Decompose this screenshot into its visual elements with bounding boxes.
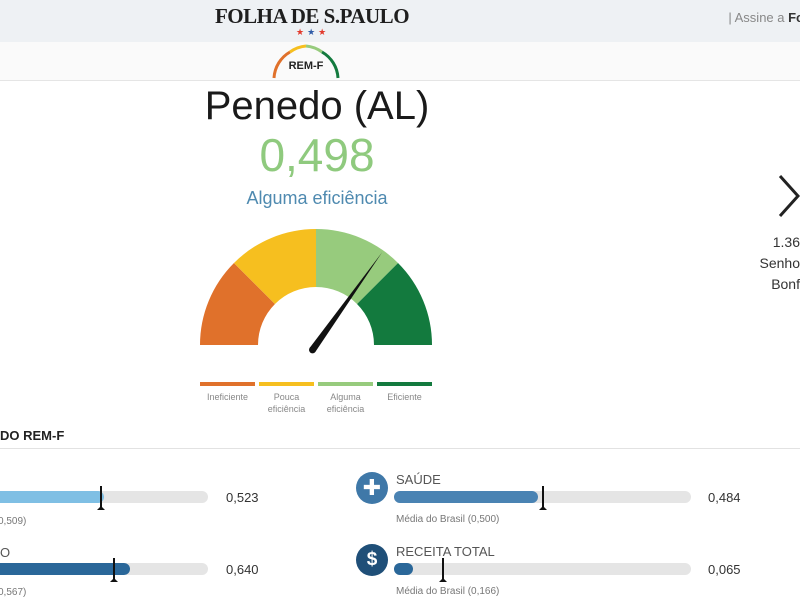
next-city-link[interactable]: 1.36 Senho Bonf	[740, 232, 800, 295]
section-divider	[0, 448, 800, 449]
gauge-arcs	[200, 229, 432, 345]
metric-avg-2: Média do Brasil (0,500)	[396, 514, 500, 525]
logo-stars-decoration: ★★★	[296, 27, 330, 37]
legend-item-ineficiente: Ineficiente	[200, 382, 255, 403]
efficiency-gauge	[200, 229, 432, 354]
next-city-rank: 1.36	[772, 234, 800, 250]
legend-label-ineficiente: Ineficiente	[206, 392, 249, 402]
metric-avg-marker-0	[99, 486, 102, 508]
dollar-icon: $	[356, 544, 388, 576]
legend-item-eficiente: Eficiente	[377, 382, 432, 403]
next-city-name-2: Bonf	[771, 276, 800, 292]
legend-item-alguma: Alguma eficiência	[318, 382, 373, 415]
metric-fill-0	[0, 491, 104, 503]
gauge-needle-pointer	[309, 252, 383, 352]
metric-avg-marker-foot-3	[439, 578, 448, 582]
metric-avg-marker-2	[541, 486, 544, 508]
rem-f-badge-arc-icon	[272, 44, 340, 79]
metric-avg-0: 0,509)	[0, 516, 27, 527]
legend-bar-ineficiente	[200, 382, 255, 386]
legend-bar-alguma	[318, 382, 373, 386]
legend-label-pouca-1: Pouca	[273, 392, 300, 402]
city-name: Penedo (AL)	[204, 84, 430, 128]
legend-label-alguma-1: Alguma	[330, 392, 361, 402]
metric-avg-marker-foot-1	[109, 578, 118, 582]
metric-fill-3	[394, 563, 414, 575]
metric-value-2: 0,484	[708, 490, 741, 505]
legend-bar-eficiente	[377, 382, 432, 386]
section-title: DO REM-F	[0, 428, 65, 443]
metric-label-3: RECEITA TOTAL	[396, 544, 495, 559]
metric-label-2: SAÚDE	[396, 472, 441, 487]
metric-avg-3: Média do Brasil (0,166)	[396, 586, 500, 597]
folha-logo[interactable]: FOLHA DE S.PAULO	[214, 4, 410, 28]
metric-bar-0	[0, 491, 208, 503]
metric-value-0: 0,523	[226, 490, 259, 505]
plus-icon: ✚	[356, 472, 388, 504]
metric-avg-marker-3	[442, 558, 445, 580]
metric-value-1: 0,640	[226, 562, 259, 577]
efficiency-score: 0,498	[259, 129, 375, 181]
site-header: FOLHA DE S.PAULO ★★★ | Assine a Fo	[0, 0, 800, 43]
metric-fill-2	[394, 491, 538, 503]
tab-strip	[0, 42, 800, 81]
rem-f-badge: REM-F	[268, 40, 344, 80]
next-city-name-1: Senho	[759, 255, 800, 271]
gauge-needle-hub	[309, 346, 317, 354]
legend-label-alguma-2: eficiência	[326, 404, 365, 414]
gauge-segment-1	[233, 229, 316, 304]
metric-bar-3	[394, 563, 691, 575]
gauge-needle	[309, 252, 383, 354]
gauge-segment-3	[357, 262, 432, 345]
metric-avg-marker-foot-0	[96, 506, 105, 510]
metric-bar-1	[0, 563, 208, 575]
rem-f-badge-label: REM-F	[288, 60, 324, 72]
legend-bar-pouca	[259, 382, 314, 386]
metric-label-1: O	[0, 545, 11, 560]
subscribe-link[interactable]: | Assine a Fo	[728, 10, 800, 25]
metric-avg-marker-foot-2	[538, 506, 547, 510]
efficiency-classification: Alguma eficiência	[246, 188, 388, 208]
metric-fill-1	[0, 563, 130, 575]
metric-avg-1: 0,567)	[0, 587, 27, 598]
legend-label-pouca-2: eficiência	[267, 404, 306, 414]
metric-value-3: 0,065	[708, 562, 741, 577]
gauge-segment-2	[316, 229, 399, 304]
legend-item-pouca: Pouca eficiência	[259, 382, 314, 415]
metric-avg-marker-1	[112, 558, 115, 580]
legend-label-eficiente: Eficiente	[387, 392, 422, 402]
next-city-chevron-icon[interactable]	[776, 172, 800, 220]
gauge-segment-0	[200, 262, 275, 345]
